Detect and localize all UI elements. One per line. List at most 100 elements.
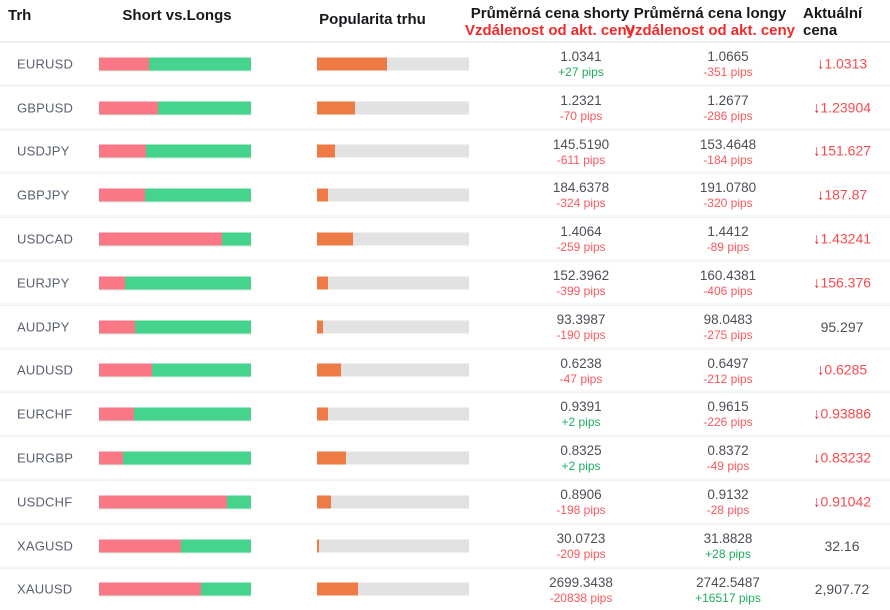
long-price-value: 2742.5487 (696, 574, 760, 590)
down-arrow-icon: ↓ (812, 449, 821, 467)
avg-long-price-cell: 0.9615 -226 pips (616, 398, 840, 430)
table-row[interactable]: XAUUSD 2699.3438 -20838 pips 2742.5487 +… (0, 567, 890, 610)
avg-long-price-cell: 0.6497 -212 pips (616, 355, 840, 387)
current-price-cell: ↓1.0313 (794, 55, 890, 72)
short-distance-value: -209 pips (556, 546, 606, 561)
avg-short-price-cell: 1.4064 -259 pips (469, 223, 693, 255)
table-row[interactable]: AUDJPY 93.3987 -190 pips 98.0483 -275 pi… (0, 304, 890, 348)
current-price-value: 1.43241 (820, 230, 872, 247)
table-row[interactable]: GBPJPY 184.6378 -324 pips 191.0780 -320 … (0, 173, 890, 217)
table-row[interactable]: AUDUSD 0.6238 -47 pips 0.6497 -212 pips … (0, 348, 890, 392)
current-price-value: 0.83232 (820, 449, 872, 466)
short-vs-long-bar (99, 495, 251, 509)
avg-short-price-cell: 93.3987 -190 pips (469, 311, 693, 343)
avg-short-price-cell: 0.9391 +2 pips (469, 398, 693, 430)
short-distance-value: +2 pips (561, 459, 601, 474)
avg-long-price-cell: 31.8828 +28 pips (616, 530, 840, 562)
table-header: Trh Short vs.Longs Popularita trhu Průmě… (0, 0, 890, 42)
popularity-bar (317, 320, 469, 334)
short-price-value: 30.0723 (556, 530, 606, 546)
current-price-value: 2,907.72 (814, 581, 870, 598)
current-price-cell: ↓0.6285 (794, 362, 890, 379)
avg-long-price-cell: 153.4648 -184 pips (616, 136, 840, 168)
table-row[interactable]: USDCAD 1.4064 -259 pips 1.4412 -89 pips … (0, 217, 890, 260)
long-distance-value: +28 pips (705, 546, 751, 561)
avg-long-price-cell: 191.0780 -320 pips (616, 179, 840, 211)
avg-short-price-cell: 30.0723 -209 pips (469, 530, 693, 562)
table-row[interactable]: XAGUSD 30.0723 -209 pips 31.8828 +28 pip… (0, 523, 890, 567)
current-price-cell: 32.16 (794, 538, 890, 554)
short-distance-value: -198 pips (556, 502, 606, 517)
long-distance-subtitle: Vzdálenost od akt. ceny (624, 22, 796, 39)
avg-short-price-cell: 0.8325 +2 pips (469, 442, 693, 474)
short-segment (99, 582, 201, 596)
popularity-fill (317, 232, 354, 246)
table-row[interactable]: GBPUSD 1.2321 -70 pips 1.2677 -286 pips … (0, 85, 890, 129)
short-price-value: 152.3962 (552, 267, 610, 283)
short-vs-long-bar (99, 276, 251, 290)
avg-short-price-cell: 0.8906 -198 pips (469, 486, 693, 518)
short-segment (99, 495, 227, 509)
short-distance-value: -190 pips (556, 327, 606, 342)
short-vs-long-bar (99, 363, 251, 377)
short-vs-long-bar (99, 101, 251, 115)
popularity-bar (317, 276, 469, 290)
down-arrow-icon: ↓ (812, 493, 821, 511)
long-price-value: 98.0483 (703, 311, 753, 327)
current-price-cell: ↓1.43241 (794, 231, 890, 248)
short-segment (99, 188, 145, 202)
short-segment (99, 232, 223, 246)
short-distance-value: +27 pips (558, 65, 604, 79)
short-vs-long-bar (99, 320, 251, 334)
market-label: USDCHF (17, 494, 73, 510)
short-distance-subtitle: Vzdálenost od akt. ceny (464, 22, 636, 39)
table-row[interactable]: USDCHF 0.8906 -198 pips 0.9132 -28 pips … (0, 479, 890, 523)
short-price-value: 1.2321 (560, 92, 602, 108)
short-distance-value: +2 pips (561, 415, 601, 430)
table-row[interactable]: EURJPY 152.3962 -399 pips 160.4381 -406 … (0, 260, 890, 304)
short-segment (99, 57, 150, 71)
short-vs-long-bar (99, 188, 251, 202)
short-vs-long-bar (99, 582, 251, 596)
market-label: EURCHF (17, 406, 73, 422)
popularity-bar (317, 101, 469, 115)
popularity-bar (317, 144, 469, 158)
avg-short-price-cell: 152.3962 -399 pips (469, 267, 693, 299)
short-segment (99, 451, 124, 465)
popularity-fill (317, 539, 320, 553)
table-body: EURUSD 1.0341 +27 pips 1.0665 -351 pips … (0, 42, 890, 610)
table-row[interactable]: EURGBP 0.8325 +2 pips 0.8372 -49 pips ↓0… (0, 436, 890, 479)
short-vs-long-bar (99, 144, 251, 158)
current-price-cell: 95.297 (794, 319, 890, 335)
popularity-bar (317, 582, 469, 596)
short-price-value: 1.0341 (560, 49, 602, 64)
long-segment (222, 232, 251, 246)
long-price-value: 191.0780 (699, 180, 757, 196)
long-segment (181, 539, 251, 553)
current-price-title-line2: cena (803, 22, 838, 39)
long-distance-value: -184 pips (703, 152, 753, 167)
popularity-fill (317, 495, 331, 509)
current-price-cell: ↓0.93886 (794, 406, 890, 423)
long-segment (158, 101, 251, 115)
table-row[interactable]: EURUSD 1.0341 +27 pips 1.0665 -351 pips … (0, 42, 890, 85)
table-row[interactable]: EURCHF 0.9391 +2 pips 0.9615 -226 pips ↓… (0, 392, 890, 436)
short-distance-value: -324 pips (556, 196, 606, 211)
popularity-bar (317, 188, 469, 202)
short-price-value: 2699.3438 (549, 574, 613, 590)
long-price-value: 0.9132 (707, 486, 749, 502)
long-price-value: 160.4381 (699, 267, 757, 283)
avg-short-price-cell: 0.6238 -47 pips (469, 355, 693, 387)
long-price-value: 0.9615 (707, 399, 749, 415)
short-segment (99, 101, 159, 115)
long-distance-value: -89 pips (706, 240, 750, 255)
long-distance-value: -406 pips (703, 283, 753, 298)
col-header-current-price: Aktuální cena (803, 5, 862, 39)
table-row[interactable]: USDJPY 145.5190 -611 pips 153.4648 -184 … (0, 129, 890, 173)
short-segment (99, 539, 182, 553)
popularity-fill (317, 57, 387, 71)
popularity-fill (317, 407, 328, 421)
long-price-value: 0.6497 (707, 355, 749, 371)
short-segment (99, 276, 125, 290)
avg-long-price-cell: 1.2677 -286 pips (616, 92, 840, 124)
